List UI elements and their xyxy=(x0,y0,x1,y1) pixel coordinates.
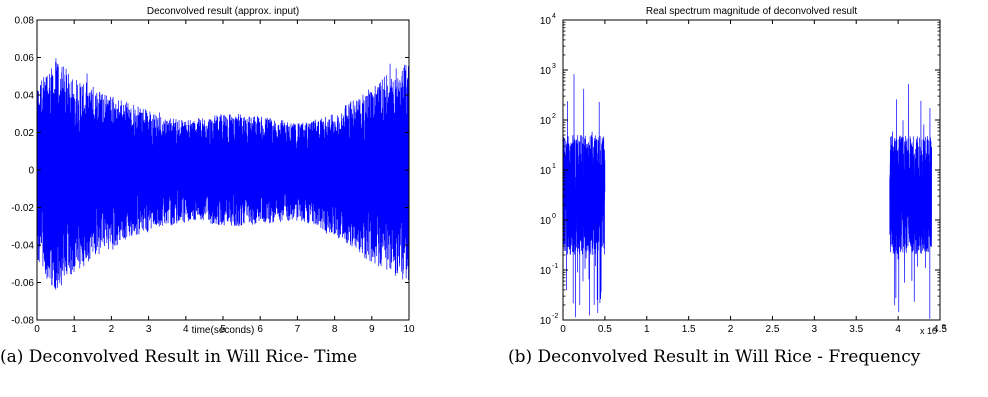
x-multiplier-exponent: 5 xyxy=(942,324,946,331)
caption-a: (a) Deconvolved Result in Will Rice- Tim… xyxy=(0,347,358,367)
y-tick-label: -0.04 xyxy=(11,241,34,252)
y-tick-label: 0 xyxy=(28,166,34,177)
time-domain-plot: 0 1 2 3 4 5 6 7 8 9 10 -0.08 -0.06 -0.04 -0.02 0 0.02 0.0… xyxy=(11,6,415,336)
x-tick-label: 0 xyxy=(34,324,40,335)
x-tick-label: 3.5 xyxy=(849,324,863,335)
y-tick-label: -0.06 xyxy=(11,278,34,289)
x-tick-label: 4 xyxy=(183,324,189,335)
x-tick-label: 3 xyxy=(146,324,152,335)
y-tick-label: 0.08 xyxy=(15,16,35,27)
y-tick-exponent: 4 xyxy=(552,13,556,20)
y-tick-label: 10 xyxy=(540,166,552,177)
figure-time-domain: 0 1 2 3 4 5 6 7 8 9 10 -0.08 -0.06 -0.04 -0.02 0 0.02 0.0… xyxy=(0,0,470,397)
chart-title: Deconvolved result (approx. input) xyxy=(147,6,299,17)
y-tick-label: -0.02 xyxy=(11,203,34,214)
signal-line xyxy=(36,58,410,290)
y-tick-exponent: 1 xyxy=(552,163,556,170)
x-tick-label: 7 xyxy=(295,324,301,335)
x-tick-label: 1 xyxy=(71,324,77,335)
spectrum-band-2 xyxy=(889,83,932,319)
y-tick-label: 0.06 xyxy=(15,53,35,64)
x-axis-label: time(seconds) xyxy=(192,325,255,336)
figure-frequency-domain: 0 0.5 1 1.5 2 2.5 3 3.5 4 4.5 10 -2 10 -1 10 0 10 1 10 2 10 3… xyxy=(508,0,988,397)
x-tick-label: 0 xyxy=(560,324,566,335)
y-tick-exponent: 0 xyxy=(552,213,556,220)
y-tick-label: 10 xyxy=(540,116,552,127)
plot-area xyxy=(563,20,940,320)
y-tick-label: 10 xyxy=(540,16,552,27)
x-tick-label: 8 xyxy=(332,324,338,335)
x-tick-label: 3 xyxy=(812,324,818,335)
spectrum-band-1 xyxy=(562,74,606,318)
x-tick-label: 9 xyxy=(369,324,375,335)
y-tick-label: 10 xyxy=(540,216,552,227)
x-tick-label: 1 xyxy=(644,324,650,335)
x-tick-label: 10 xyxy=(403,324,415,335)
y-tick-label: 0.04 xyxy=(15,91,35,102)
y-tick-label: 10 xyxy=(540,66,552,77)
x-tick-label: 1.5 xyxy=(682,324,696,335)
y-tick-label: 10 xyxy=(540,266,552,277)
y-tick-exponent: 2 xyxy=(552,113,556,120)
x-tick-label: 2 xyxy=(109,324,115,335)
x-tick-label: 2.5 xyxy=(765,324,779,335)
y-tick-exponent: -1 xyxy=(552,263,558,270)
chart-title: Real spectrum magnitude of deconvolved r… xyxy=(646,6,857,17)
x-multiplier: x 10 xyxy=(920,326,937,336)
y-tick-label: 0.02 xyxy=(15,128,35,139)
x-tick-label: 5 xyxy=(220,324,226,335)
x-tick-label: 0.5 xyxy=(598,324,612,335)
y-tick-label: 10 xyxy=(540,316,552,327)
y-tick-exponent: 3 xyxy=(552,63,556,70)
x-tick-label: 4.5 xyxy=(933,324,947,335)
y-tick-exponent: -2 xyxy=(552,313,558,320)
x-tick-label: 6 xyxy=(257,324,263,335)
caption-b: (b) Deconvolved Result in Will Rice - Fr… xyxy=(508,347,921,367)
x-tick-label: 2 xyxy=(728,324,734,335)
y-tick-label: -0.08 xyxy=(11,316,34,327)
x-tick-label: 4 xyxy=(895,324,901,335)
